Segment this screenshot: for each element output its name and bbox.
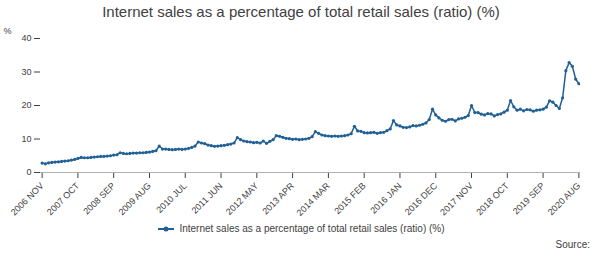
- svg-text:2020 AUG: 2020 AUG: [546, 181, 582, 217]
- svg-text:2011 JUN: 2011 JUN: [190, 181, 225, 216]
- html-text:Internet sales as a percentage: Internet sales as a percentage of total …: [102, 3, 500, 20]
- svg-text:2006 NOV: 2006 NOV: [9, 181, 46, 218]
- svg-text:2013 APR: 2013 APR: [260, 180, 296, 216]
- svg-text:2015 FEB: 2015 FEB: [332, 181, 367, 216]
- svg-text:10: 10: [21, 134, 31, 144]
- svg-text:2018 OCT: 2018 OCT: [474, 180, 511, 217]
- svg-text:%: %: [4, 26, 12, 36]
- svg-text:2014 MAR: 2014 MAR: [295, 180, 332, 217]
- svg-text:40: 40: [21, 33, 31, 43]
- html-text:Source:: Source:: [555, 239, 590, 250]
- svg-text:2009 AUG: 2009 AUG: [116, 181, 152, 217]
- svg-text:30: 30: [21, 67, 31, 77]
- svg-text:20: 20: [21, 100, 31, 110]
- html-text:Internet sales as a percentage: Internet sales as a percentage of total …: [179, 223, 445, 235]
- svg-text:2019 SEP: 2019 SEP: [511, 181, 547, 217]
- svg-text:0: 0: [26, 167, 31, 177]
- svg-text:2010 JUL: 2010 JUL: [154, 181, 188, 215]
- svg-text:2007 OCT: 2007 OCT: [45, 180, 82, 217]
- svg-text:2008 SEP: 2008 SEP: [81, 181, 117, 217]
- svg-text:2017 NOV: 2017 NOV: [438, 181, 475, 218]
- svg-text:2016 JAN: 2016 JAN: [368, 181, 403, 216]
- svg-text:2016 DEC: 2016 DEC: [403, 180, 440, 217]
- svg-text:2012 MAY: 2012 MAY: [224, 181, 260, 217]
